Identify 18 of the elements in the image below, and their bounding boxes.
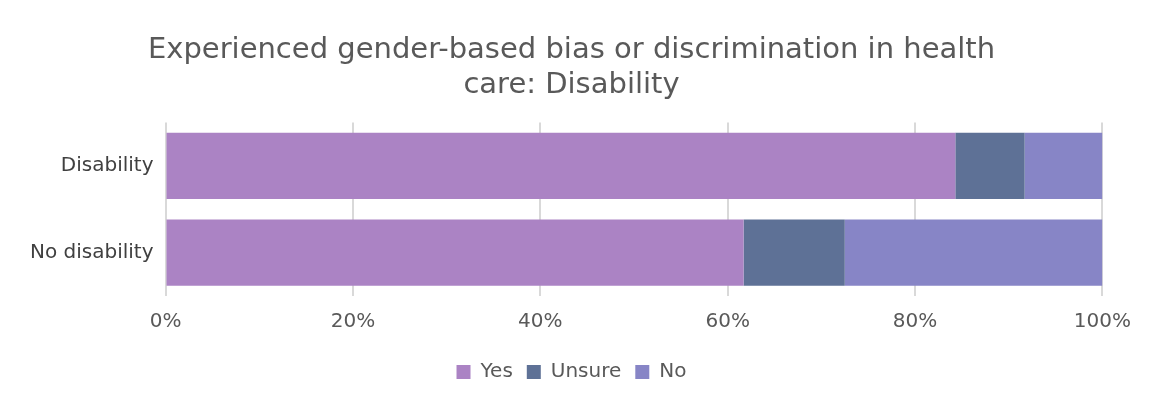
legend-label: Yes: [479, 358, 513, 383]
x-tick-label: 40%: [518, 308, 563, 333]
bar: [166, 219, 744, 286]
bar: [166, 132, 956, 200]
legend-label: Unsure: [550, 358, 622, 383]
y-tick-label: No disability: [29, 238, 154, 263]
x-tick-label: 0%: [149, 308, 182, 333]
x-tick-label: 80%: [892, 308, 938, 333]
chart-title: Experienced gender-based bias or discrimination in health care: Disability: [147, 30, 996, 100]
x-tick-label: 60%: [705, 308, 750, 333]
bar: [955, 132, 1025, 200]
bar: [743, 219, 845, 286]
y-tick-label: Disability: [60, 152, 154, 177]
bar: [844, 219, 1103, 286]
legend-label: No: [659, 358, 687, 383]
x-tick-label: 100%: [1073, 308, 1131, 333]
x-tick-label: 20%: [330, 308, 376, 333]
bar: [1024, 132, 1103, 200]
